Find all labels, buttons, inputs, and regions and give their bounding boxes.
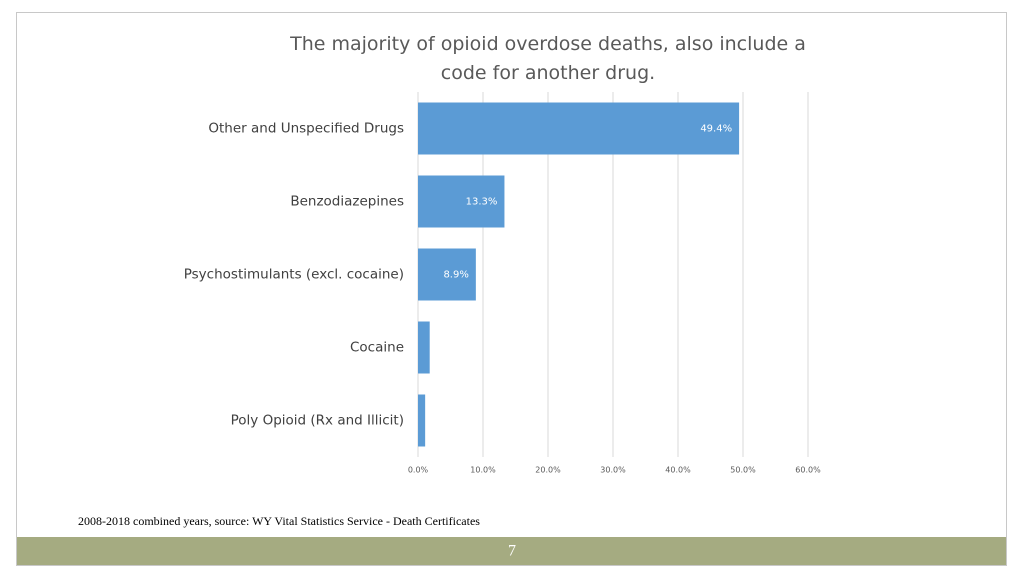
bar [418, 394, 426, 447]
bar [418, 175, 505, 228]
y-tick-label: Poly Opioid (Rx and Illicit) [231, 413, 404, 429]
footer-band [17, 537, 1006, 565]
y-tick-label: Psychostimulants (excl. cocaine) [184, 267, 404, 283]
y-tick-label: Cocaine [350, 340, 404, 356]
bar [418, 321, 430, 374]
page-number: 7 [508, 543, 516, 560]
x-tick-label: 10.0% [470, 466, 496, 475]
footnote: 2008-2018 combined years, source: WY Vit… [78, 514, 480, 528]
y-tick-label: Other and Unspecified Drugs [208, 121, 404, 137]
x-tick-label: 50.0% [730, 466, 756, 475]
bar [418, 248, 476, 301]
slide-frame [16, 12, 1007, 566]
x-tick-label: 0.0% [408, 466, 429, 475]
x-tick-label: 20.0% [535, 466, 561, 475]
y-tick-label: Benzodiazepines [290, 194, 404, 210]
x-tick-label: 40.0% [665, 466, 691, 475]
chart-title: The majority of opioid overdose deaths, … [290, 33, 806, 84]
value-label: 49.4% [700, 124, 732, 135]
bar [418, 102, 740, 155]
value-label: 8.9% [443, 270, 468, 281]
value-label: 13.3% [466, 197, 498, 208]
x-tick-label: 60.0% [795, 466, 821, 475]
x-tick-label: 30.0% [600, 466, 626, 475]
